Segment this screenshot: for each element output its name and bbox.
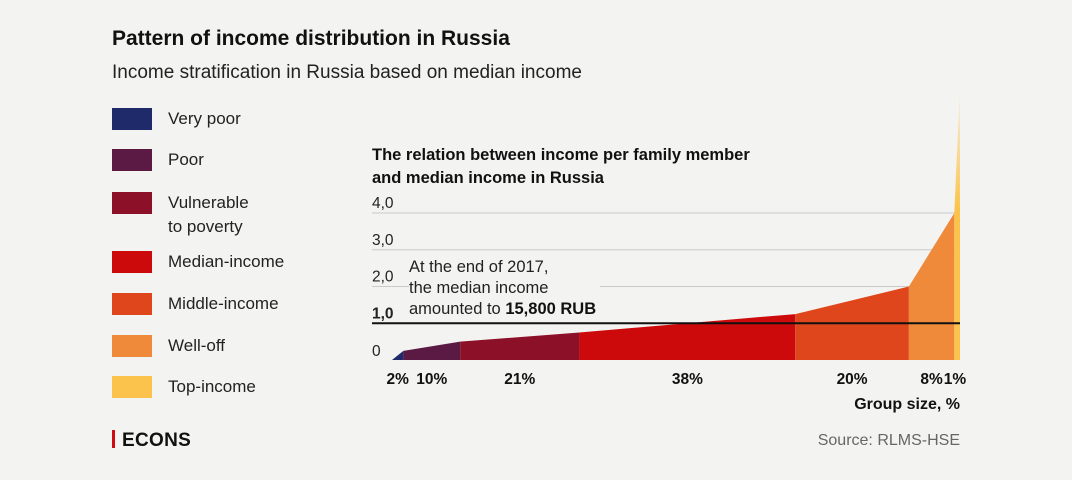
- share-label: 21%: [504, 371, 535, 388]
- logo-bar-icon: [112, 430, 115, 448]
- share-label: 2%: [386, 371, 409, 388]
- area-segments: [392, 84, 960, 360]
- legend-swatch: [112, 251, 152, 273]
- x-axis-label: Group size, %: [854, 396, 960, 413]
- annotation-prefix: amounted to: [409, 300, 506, 318]
- page-subtitle: Income stratification in Russia based on…: [112, 62, 582, 83]
- annotation-line-2: the median income: [409, 279, 549, 297]
- y-tick-label: 1,0: [372, 305, 394, 322]
- legend-label: Very poor: [168, 109, 241, 128]
- source-note: Source: RLMS-HSE: [817, 432, 960, 449]
- median-annotation: At the end of 2017, the median income am…: [409, 257, 601, 320]
- area-segment: [954, 84, 960, 360]
- area-segment: [908, 213, 955, 360]
- y-axis-ticks: 0 1,0 2,0 3,0 4,0: [372, 195, 394, 360]
- y-tick-label: 2,0: [372, 269, 394, 286]
- legend-label: Top-income: [168, 377, 256, 396]
- page-title: Pattern of income distribution in Russia: [112, 27, 510, 50]
- legend-label: Well-off: [168, 336, 226, 355]
- legend-swatch: [112, 293, 152, 315]
- share-label: 1%: [944, 371, 967, 388]
- x-axis-share-labels: 2% 10% 21% 38% 20% 8% 1%: [386, 371, 966, 388]
- legend-label: Median-income: [168, 252, 285, 271]
- legend-label: Vulnerable to poverty: [168, 193, 249, 236]
- legend-swatch: [112, 335, 152, 357]
- legend-swatch: [112, 149, 152, 171]
- area-segment: [403, 341, 461, 360]
- area-segment: [579, 314, 796, 360]
- legend-label: Poor: [168, 150, 204, 169]
- logo-text: ECONS: [122, 430, 192, 451]
- share-label: 20%: [837, 371, 868, 388]
- annotation-line-3: amounted to 15,800 RUB: [409, 299, 596, 320]
- median-income-value: 15,800 RUB: [505, 300, 597, 318]
- legend-label: Middle-income: [168, 294, 279, 313]
- y-tick-label: 0: [372, 343, 381, 360]
- area-segment: [392, 350, 404, 360]
- chart-title: The relation between income per family m…: [372, 146, 750, 187]
- legend-swatch: [112, 376, 152, 398]
- legend-swatch: [112, 192, 152, 214]
- legend-swatch: [112, 108, 152, 130]
- share-label: 38%: [672, 371, 703, 388]
- area-segment: [460, 332, 580, 360]
- econs-logo: ECONS: [112, 430, 191, 452]
- y-tick-label: 4,0: [372, 195, 394, 212]
- share-label: 8%: [920, 371, 943, 388]
- annotation-line-1: At the end of 2017,: [409, 258, 549, 276]
- y-tick-label: 3,0: [372, 232, 394, 249]
- share-label: 10%: [416, 371, 447, 388]
